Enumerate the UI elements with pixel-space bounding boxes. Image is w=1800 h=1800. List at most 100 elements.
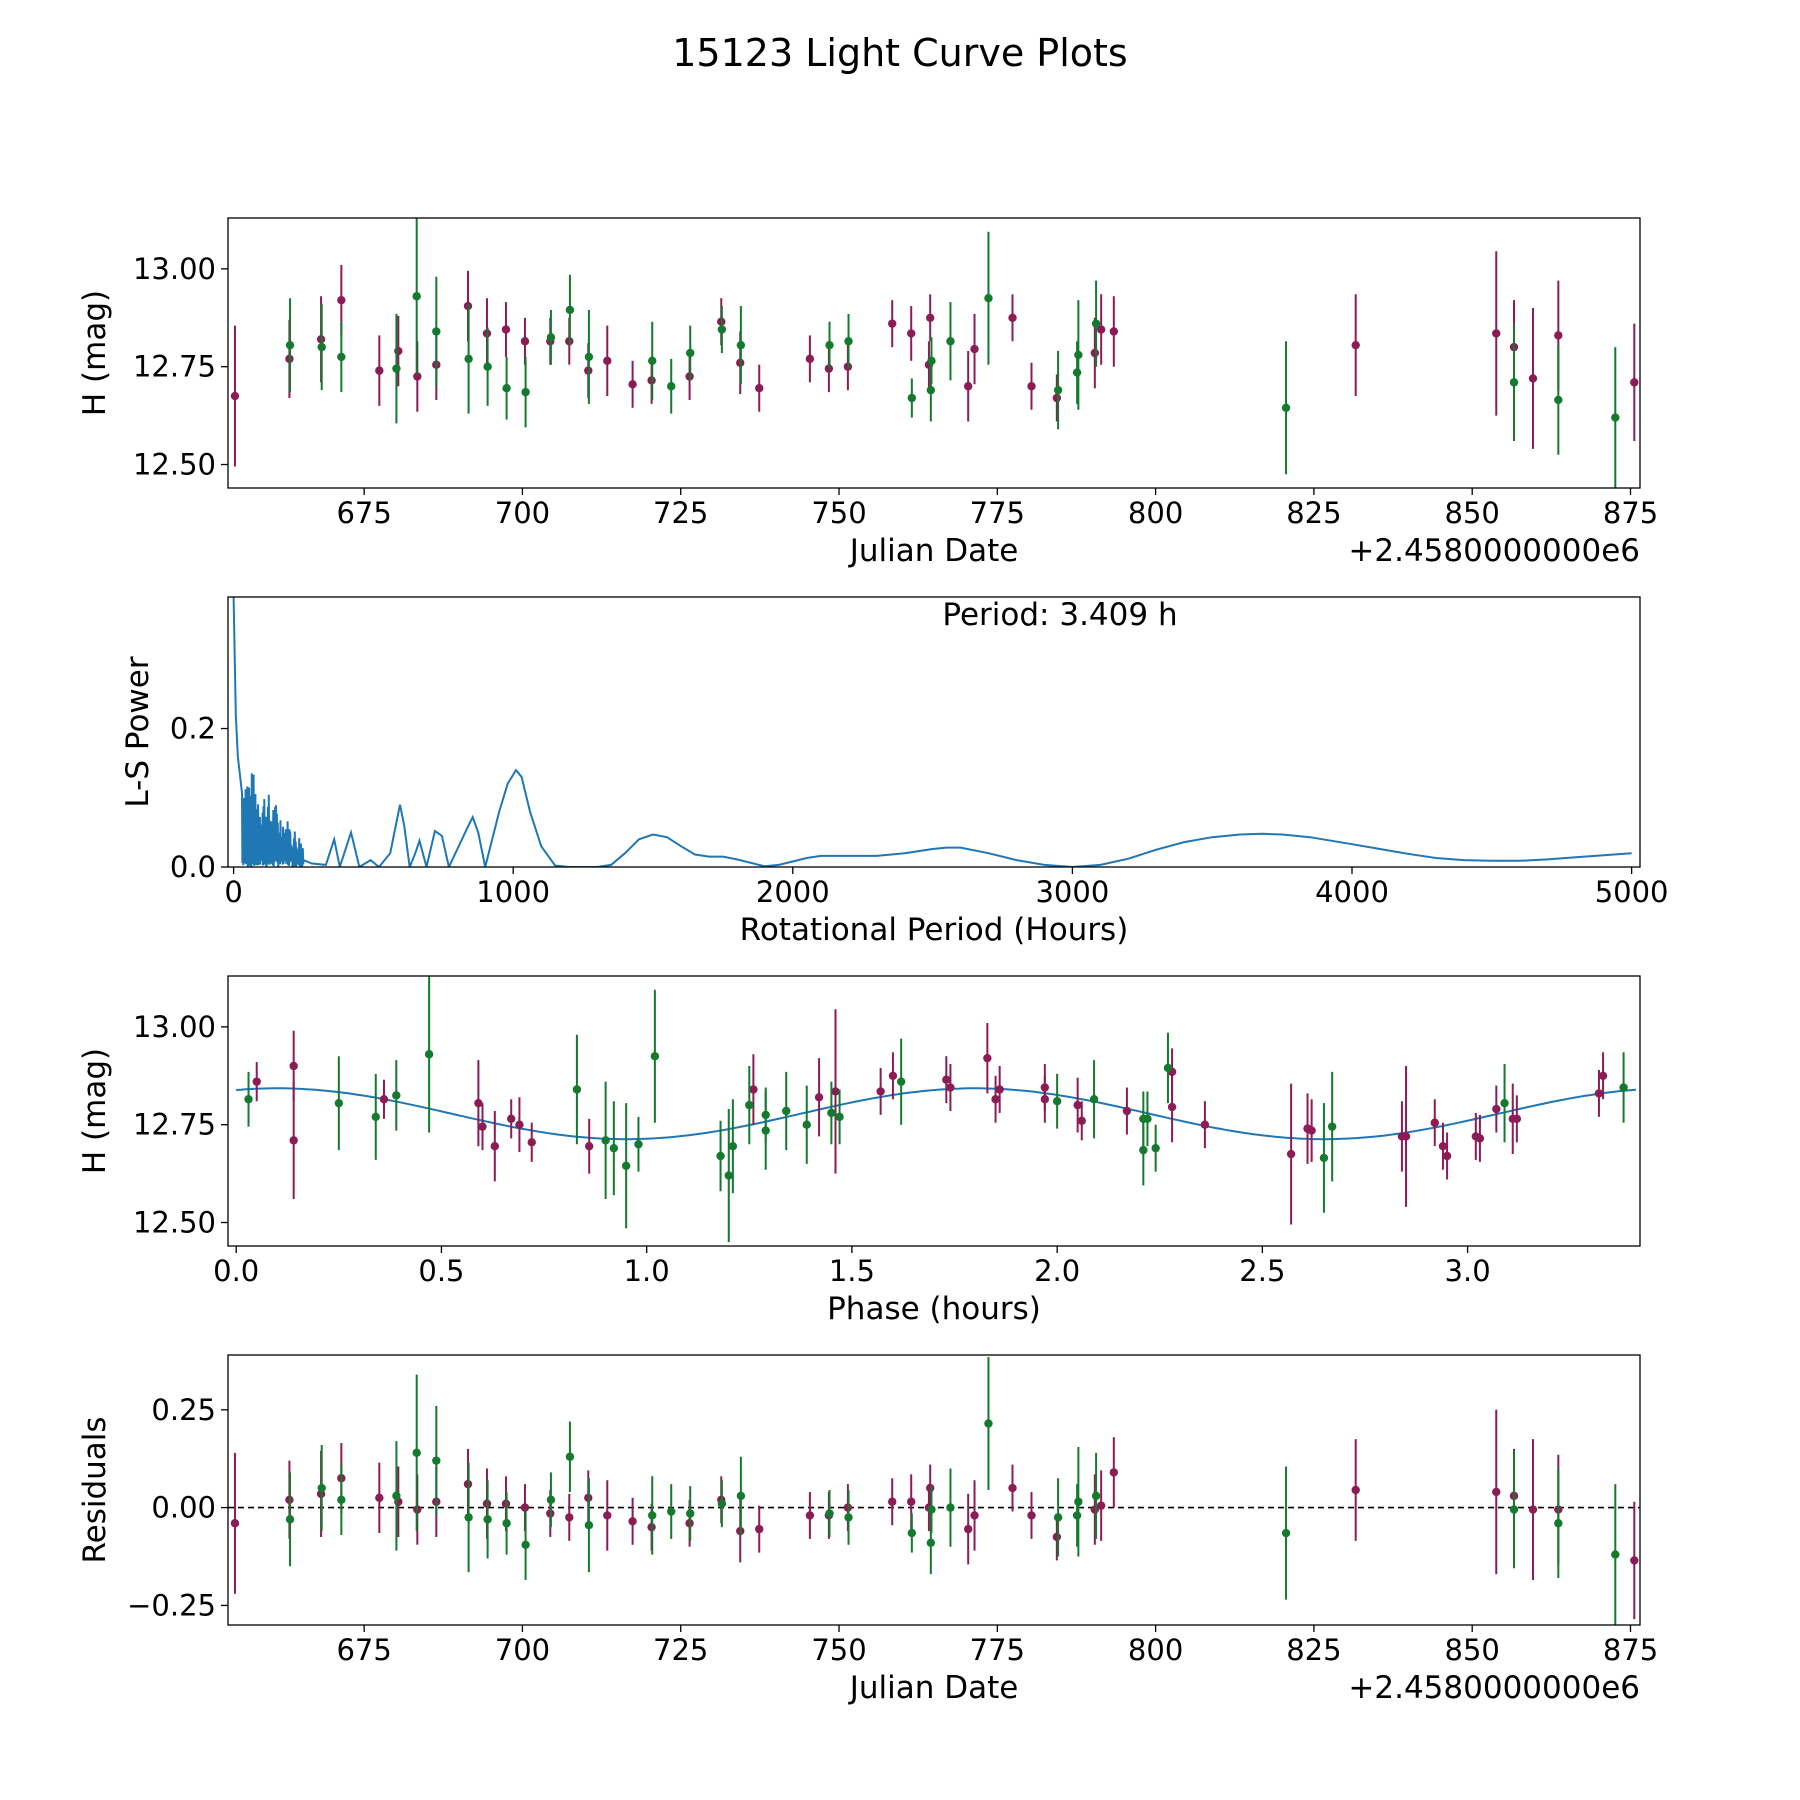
data-point [831,1087,840,1096]
x-tick-label: 825 [1286,1633,1341,1667]
series-b [285,218,1620,488]
data-point [805,354,815,364]
data-point [1594,1089,1604,1098]
data-point [963,382,973,391]
data-point [970,1511,979,1520]
data-point [1090,348,1100,358]
y-tick-label: −0.25 [127,1588,216,1622]
x-tick-label: 775 [970,496,1025,530]
y-tick-label: 0.2 [170,712,216,746]
data-point [585,1142,594,1151]
y-tick-label: 0.0 [170,850,216,884]
data-point [1611,413,1620,422]
model-curve [236,1087,1636,1141]
data-point [827,1108,836,1118]
data-point [825,340,834,350]
x-tick-label: 2.5 [1239,1254,1285,1288]
data-point [946,1503,955,1512]
data-point [1091,1491,1101,1501]
data-point [1307,1126,1316,1135]
data-point [1143,1114,1152,1124]
data-point [927,1505,936,1514]
y-tick-label: 0.00 [151,1491,216,1525]
periodogram-line [232,597,1632,867]
x-tick-label: 825 [1286,496,1341,530]
data-point [609,1143,619,1153]
data-point [814,1093,824,1102]
data-point [379,1095,389,1104]
data-point [289,1136,298,1145]
data-point [501,325,511,334]
data-point [984,1419,993,1428]
data-point [907,329,916,338]
x-tick-label: 700 [495,1633,550,1667]
data-point [724,1171,733,1180]
data-point [520,1503,530,1512]
x-tick-label: 775 [970,1633,1025,1667]
y-tick-label: 12.50 [133,1206,216,1240]
data-point [926,385,936,395]
plot-area [232,597,1632,867]
data-point [1091,319,1101,328]
data-point [1281,1528,1291,1538]
y-tick-label: 13.00 [133,252,216,286]
data-point [667,382,676,391]
data-point [983,1053,992,1063]
data-point [603,356,612,366]
plot-area [230,218,1639,488]
y-tick-label: 12.75 [133,1108,216,1142]
data-point [1163,1063,1173,1073]
y-tick-label: 0.25 [151,1393,216,1427]
data-point [565,305,575,315]
data-point [844,1513,853,1522]
data-point [1167,1102,1177,1112]
y-axis-label: L-S Power [120,656,156,807]
axes-frame [227,975,1641,1247]
period-annotation: Period: 3.409 h [942,597,1177,633]
data-point [1492,1487,1501,1497]
data-point [252,1077,261,1086]
data-point [1286,1149,1296,1159]
data-point [805,1511,815,1520]
data-point [515,1120,524,1129]
x-tick-label: 4000 [1315,875,1389,909]
data-point [1096,1501,1106,1510]
data-point [230,1519,240,1528]
data-point [1096,325,1106,334]
data-point [1319,1153,1329,1163]
data-point [1052,1532,1062,1542]
data-point [888,1071,898,1080]
panel-residuals: 675 700 725 750 775 800 825 850 875 −0.25 0.00 0.25… [77,1354,1658,1706]
data-point [412,1448,421,1458]
data-point [946,1083,955,1092]
data-point [1281,403,1291,412]
data-point [717,325,727,334]
x-tick-label: 1.0 [624,1254,670,1288]
data-point [1630,378,1639,387]
series-a [252,1009,1608,1225]
x-offset-label: +2.4580000000e6 [1348,533,1640,569]
axes-frame [227,596,1641,868]
data-point [995,1085,1004,1094]
data-point [648,356,657,366]
data-point [1528,374,1538,383]
data-point [289,1061,298,1071]
data-point [337,352,346,362]
data-point [1528,1505,1538,1514]
data-point [716,1151,725,1161]
data-point [927,356,936,366]
data-point [621,1161,631,1170]
data-point [888,1497,897,1506]
x-tick-label: 725 [653,496,708,530]
data-point [1074,350,1083,360]
data-point [728,1142,738,1151]
data-point [782,1106,791,1116]
x-tick-label: 675 [336,496,391,530]
data-point [1401,1132,1411,1141]
data-point [1053,385,1063,395]
panel-phased: 0.0 0.5 1.0 1.5 2.0 2.5 3.0 12.50 12.75 13.00 Phas… [77,975,1641,1327]
data-point [1351,340,1360,350]
data-point [1027,1511,1036,1520]
data-point [394,346,403,356]
data-point [1611,1550,1620,1559]
